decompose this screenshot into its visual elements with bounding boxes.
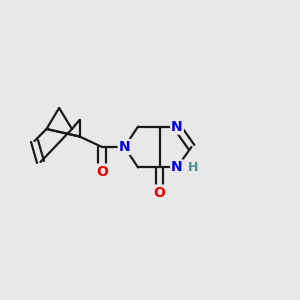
Text: O: O <box>96 165 108 178</box>
Text: N: N <box>171 120 183 134</box>
Text: O: O <box>154 186 166 200</box>
Text: H: H <box>188 161 198 174</box>
Text: N: N <box>119 140 130 154</box>
Text: N: N <box>171 160 183 174</box>
